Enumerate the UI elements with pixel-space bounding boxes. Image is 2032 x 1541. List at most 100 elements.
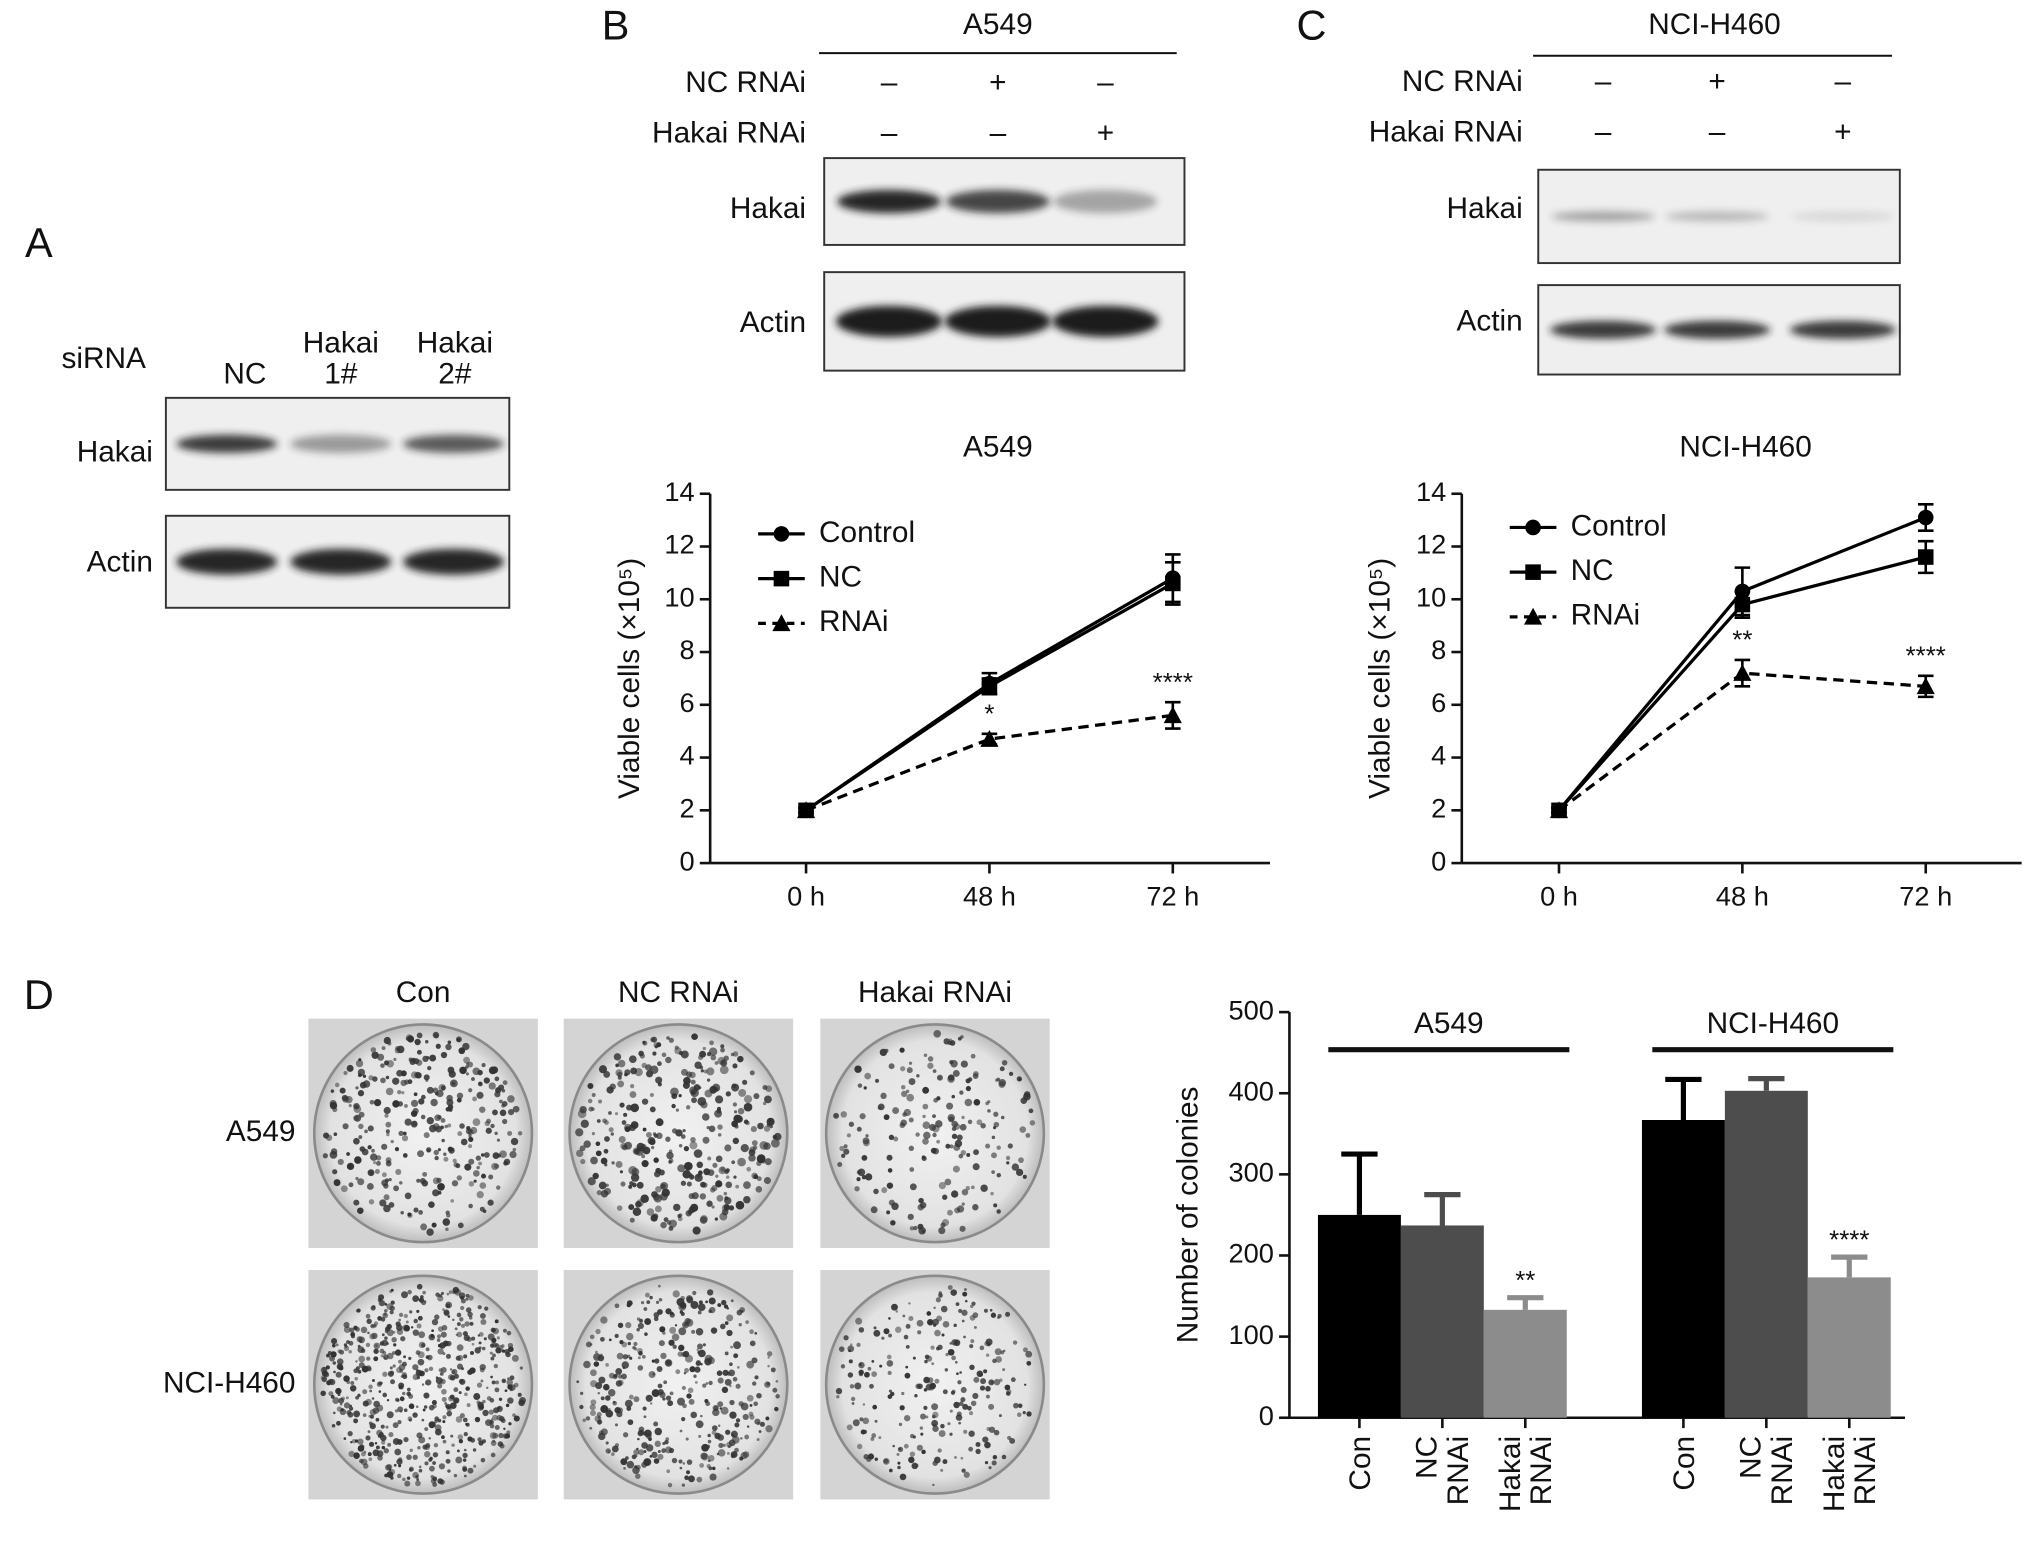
- colony: [585, 1341, 592, 1348]
- colony: [456, 1344, 464, 1352]
- colony: [366, 1356, 371, 1361]
- colony: [956, 1205, 965, 1213]
- colony: [871, 1433, 877, 1438]
- colony: [947, 1113, 956, 1122]
- colony: [369, 1389, 373, 1393]
- colony: [380, 1424, 385, 1429]
- colony: [654, 1440, 661, 1447]
- colony: [746, 1394, 754, 1402]
- colony: [665, 1395, 672, 1401]
- colony: [655, 1185, 662, 1193]
- colony: [678, 1093, 682, 1098]
- colony: [590, 1380, 598, 1388]
- legend-marker: [1525, 519, 1541, 536]
- colony: [870, 1206, 878, 1214]
- colony: [486, 1118, 492, 1124]
- colony: [879, 1364, 883, 1368]
- colony: [381, 1333, 385, 1337]
- colony: [767, 1364, 770, 1368]
- colony: [953, 1323, 957, 1328]
- colony: [762, 1101, 767, 1106]
- colony: [695, 1360, 702, 1366]
- colony: [641, 1354, 646, 1359]
- colony: [909, 1167, 915, 1172]
- colony: [444, 1124, 448, 1129]
- y-tick-label: 12: [664, 529, 694, 560]
- colony: [960, 1060, 968, 1068]
- colony: [914, 1394, 918, 1398]
- colony: [734, 1353, 739, 1357]
- colony: [375, 1155, 382, 1161]
- colony: [431, 1422, 437, 1428]
- colony: [620, 1181, 626, 1187]
- colony: [398, 1318, 402, 1322]
- colony: [959, 1371, 962, 1374]
- colony: [901, 1391, 905, 1396]
- colony: [1016, 1076, 1022, 1082]
- colony: [684, 1368, 689, 1373]
- colony: [702, 1343, 706, 1347]
- x-tick-label: 48 h: [1716, 880, 1769, 911]
- colony: [751, 1140, 758, 1146]
- colony: [507, 1109, 515, 1116]
- colony: [336, 1420, 341, 1426]
- colony: [731, 1083, 737, 1089]
- colony: [321, 1376, 328, 1383]
- colony: [416, 1049, 422, 1055]
- legend-marker: [1524, 607, 1543, 625]
- colony: [507, 1095, 515, 1103]
- colony: [653, 1316, 659, 1322]
- colony: [598, 1432, 606, 1441]
- bar: [1807, 1277, 1891, 1418]
- colony: [445, 1210, 450, 1215]
- colony: [438, 1083, 446, 1092]
- colony: [611, 1452, 615, 1456]
- colony: [934, 1456, 941, 1464]
- colony: [373, 1348, 379, 1354]
- colony: [416, 1283, 423, 1290]
- colony: [509, 1388, 513, 1392]
- panel-label: A: [25, 219, 53, 266]
- colony: [1011, 1163, 1020, 1171]
- colony: [456, 1312, 462, 1318]
- colony: [343, 1321, 350, 1329]
- colony: [432, 1403, 437, 1409]
- colony: [333, 1132, 338, 1137]
- colony: [949, 1432, 953, 1436]
- colony: [493, 1363, 498, 1369]
- colony: [373, 1161, 377, 1165]
- colony: [376, 1160, 381, 1166]
- colony: [367, 1430, 371, 1434]
- blot-band: [835, 305, 943, 337]
- colony: [401, 1361, 407, 1367]
- colony: [506, 1379, 513, 1386]
- colony: [886, 1182, 894, 1189]
- colony: [355, 1395, 359, 1400]
- condition-sign: +: [989, 66, 1006, 99]
- condition-sign: –: [1595, 65, 1612, 98]
- colony: [627, 1341, 631, 1346]
- colony: [700, 1414, 703, 1418]
- colony: [605, 1409, 614, 1418]
- colony: [385, 1160, 392, 1167]
- colony: [345, 1396, 349, 1400]
- colony: [517, 1392, 522, 1397]
- colony: [608, 1389, 616, 1397]
- colony: [491, 1380, 496, 1385]
- colony: [481, 1173, 487, 1179]
- colony: [494, 1387, 500, 1393]
- colony: [381, 1179, 389, 1187]
- colony: [383, 1448, 389, 1454]
- colony: [477, 1437, 482, 1442]
- colony: [852, 1419, 860, 1427]
- colony: [649, 1093, 654, 1098]
- colony: [458, 1047, 466, 1055]
- colony: [507, 1130, 513, 1136]
- colony: [478, 1440, 484, 1446]
- colony: [436, 1089, 444, 1098]
- colony: [460, 1323, 465, 1328]
- colony: [994, 1348, 1002, 1356]
- colony: [685, 1437, 689, 1441]
- colony: [378, 1390, 382, 1393]
- colony: [642, 1406, 647, 1411]
